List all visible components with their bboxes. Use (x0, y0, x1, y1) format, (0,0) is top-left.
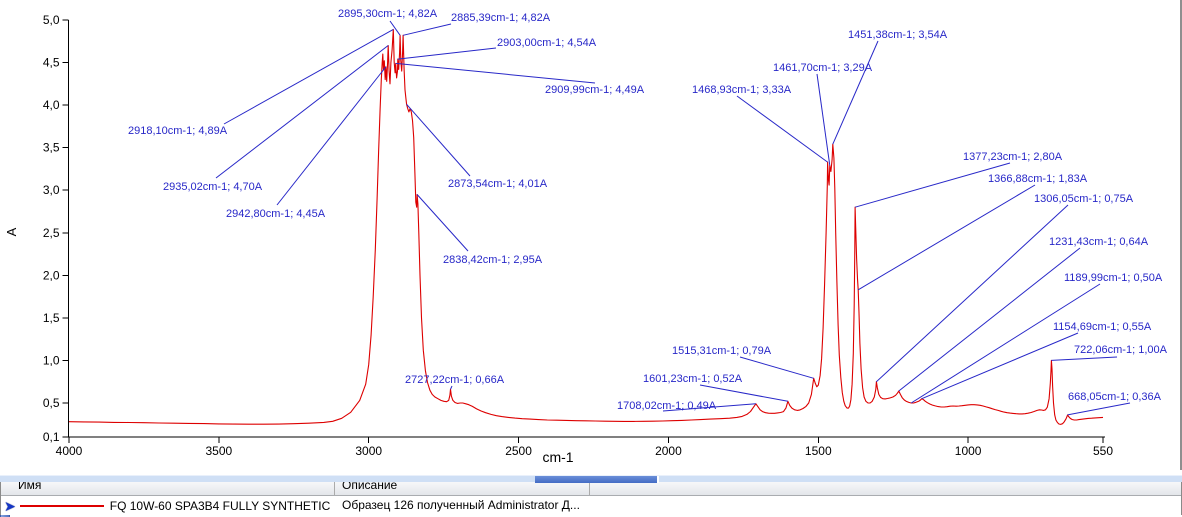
peak-leader-line (736, 95, 828, 163)
horizontal-scrollbar[interactable] (0, 475, 1182, 483)
peak-annotation[interactable]: 2909,99cm-1; 4,49A (545, 84, 645, 96)
peak-leader-line (389, 20, 401, 36)
peak-leader-line (910, 283, 1101, 404)
peak-annotation[interactable]: 1461,70cm-1; 3,29A (773, 62, 873, 74)
spectrum-chart: 0,1 0,5 1,0 1,5 2,0 2,5 3,0 3,5 4,0 4,5 5,0 4000 350… (4, 8, 1168, 465)
x-tick-label: 3500 (206, 444, 233, 458)
peak-leader-line (876, 204, 1069, 383)
peak-annotation[interactable]: 1231,43cm-1; 0,64A (1049, 236, 1149, 248)
peak-leader-line (1051, 356, 1118, 361)
peak-annotation[interactable]: 1189,99cm-1; 0,50A (1064, 272, 1163, 284)
y-tick-label: 4,5 (43, 56, 60, 70)
x-tick-label: 550 (1093, 444, 1113, 458)
peak-leader-line (857, 184, 1036, 291)
peak-annotation[interactable]: 1515,31cm-1; 0,79A (672, 345, 772, 357)
x-tick-label: 4000 (56, 444, 83, 458)
peak-leader-line (450, 385, 453, 390)
peak-leader-line (816, 73, 831, 166)
peak-annotation[interactable]: 1306,05cm-1; 0,75A (1034, 193, 1134, 205)
peak-annotation[interactable]: 2903,00cm-1; 4,54A (497, 37, 597, 49)
x-tick-label: 3000 (355, 444, 382, 458)
y-tick-label: 4,0 (43, 98, 60, 112)
peak-annotation[interactable]: 1154,69cm-1; 0,55A (1053, 321, 1152, 333)
peak-annotation[interactable]: 2885,39cm-1; 4,82A (451, 12, 551, 24)
y-tick-label: 5,0 (43, 13, 60, 27)
peak-annotation[interactable]: 2918,10cm-1; 4,89A (128, 125, 228, 137)
peak-leader-line (662, 403, 756, 412)
peak-leader-line (276, 66, 387, 206)
spectrum-row[interactable]: ➤ FQ 10W-60 SPA3B4 FULLY SYNTHETIC Образ… (1, 496, 1181, 515)
y-tick-label: 0,1 (43, 430, 60, 444)
peak-leader-line (416, 194, 469, 252)
y-tick-label: 1,0 (43, 353, 60, 367)
peak-annotation[interactable]: 2838,42cm-1; 2,95A (443, 254, 543, 266)
peak-leader-line (395, 62, 596, 84)
selected-row-arrow-icon: ➤ (4, 498, 16, 513)
peak-annotation[interactable]: 2895,30cm-1; 4,82A (338, 8, 438, 20)
peak-leader-line (739, 356, 814, 379)
peak-annotation[interactable]: 2727,22cm-1; 0,66A (405, 374, 505, 386)
peak-annotation[interactable]: 1708,02cm-1; 0,49A (617, 400, 717, 412)
y-tick-label: 2,0 (43, 268, 60, 282)
peak-annotation[interactable]: 1366,88cm-1; 1,83A (988, 173, 1088, 185)
peak-leader-line (223, 28, 394, 125)
series-name: FQ 10W-60 SPA3B4 FULLY SYNTHETIC (109, 498, 331, 513)
peak-annotation[interactable]: 1468,93cm-1; 3,33A (692, 84, 792, 96)
peak-leader-line (402, 23, 452, 36)
peak-annotation[interactable]: 2942,80cm-1; 4,45A (226, 208, 326, 220)
peak-annotation[interactable]: 1451,38cm-1; 3,54A (848, 29, 948, 41)
peak-leader-line (406, 103, 471, 177)
y-axis-title: A (4, 227, 19, 236)
x-tick-label: 1000 (955, 444, 982, 458)
peak-annotation[interactable]: 2873,54cm-1; 4,01A (448, 178, 548, 190)
peak-leader-line (1067, 402, 1131, 416)
peak-leader-line (854, 162, 1011, 208)
y-tick-label: 3,0 (43, 183, 60, 197)
peak-annotation[interactable]: 1377,23cm-1; 2,80A (963, 151, 1063, 163)
peak-leader-line (397, 47, 497, 60)
window-right-border (1180, 0, 1182, 470)
x-tick-label: 2000 (655, 444, 682, 458)
peak-annotation[interactable]: 2935,02cm-1; 4,70A (163, 181, 263, 193)
y-tick-label: 2,5 (43, 226, 60, 240)
x-tick-label: 2500 (505, 444, 532, 458)
peak-leader-line (898, 247, 1081, 392)
y-tick-label: 1,5 (43, 311, 60, 325)
x-tick-label: 1500 (805, 444, 832, 458)
peak-annotation[interactable]: 668,05cm-1; 0,36A (1068, 391, 1162, 403)
series-description: Образец 126 полученный Administrator Д..… (342, 498, 580, 512)
x-axis-title: cm-1 (542, 449, 573, 465)
peak-leader-line (832, 40, 879, 145)
peak-leader-line (699, 384, 788, 402)
peak-leader-line (921, 332, 1079, 400)
peak-leader-line (215, 45, 389, 179)
y-tick-label: 3,5 (43, 141, 60, 155)
y-tick-label: 0,5 (43, 396, 60, 410)
scrollbar-thumb[interactable] (535, 476, 659, 483)
peak-annotation[interactable]: 1601,23cm-1; 0,52A (643, 373, 743, 385)
peak-annotation[interactable]: 722,06cm-1; 1,00A (1074, 344, 1168, 356)
spectrum-curve[interactable] (68, 28, 1104, 425)
series-color-swatch (19, 504, 104, 507)
